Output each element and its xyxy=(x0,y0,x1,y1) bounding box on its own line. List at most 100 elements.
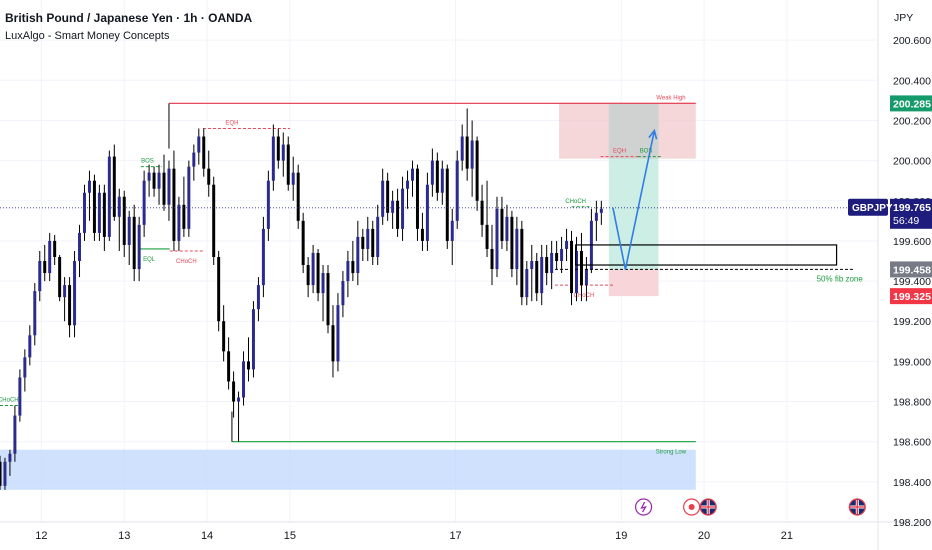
candle-bullish[interactable] xyxy=(192,152,196,167)
candle-bullish[interactable] xyxy=(575,250,578,294)
candle-bullish[interactable] xyxy=(450,220,454,241)
candle-bearish[interactable] xyxy=(102,192,106,237)
candle-bearish[interactable] xyxy=(227,351,231,382)
candle-bearish[interactable] xyxy=(296,172,300,221)
candle-bearish[interactable] xyxy=(182,204,186,229)
candle-bearish[interactable] xyxy=(162,172,166,205)
candle-bullish[interactable] xyxy=(23,357,27,378)
candle-bullish[interactable] xyxy=(584,269,588,286)
candle-bullish[interactable] xyxy=(237,397,241,402)
candle-bullish[interactable] xyxy=(411,168,414,181)
candle-bullish[interactable] xyxy=(525,269,529,298)
lightning-icon[interactable] xyxy=(634,498,653,516)
candle-bullish[interactable] xyxy=(311,252,315,286)
candle-bearish[interactable] xyxy=(58,256,62,298)
candle-bullish[interactable] xyxy=(197,136,201,153)
candle-bullish[interactable] xyxy=(440,168,444,193)
candle-bullish[interactable] xyxy=(401,188,405,229)
candle-bearish[interactable] xyxy=(480,200,484,225)
candle-bullish[interactable] xyxy=(33,291,37,336)
candle-bearish[interactable] xyxy=(326,273,330,326)
candle-bullish[interactable] xyxy=(78,232,82,261)
candle-bullish[interactable] xyxy=(28,335,32,358)
candle-bullish[interactable] xyxy=(8,453,12,462)
candle-bearish[interactable] xyxy=(132,216,136,270)
candle-bearish[interactable] xyxy=(579,250,583,286)
candle-bearish[interactable] xyxy=(92,180,96,233)
candle-bullish[interactable] xyxy=(48,240,52,274)
candle-bullish[interactable] xyxy=(460,136,464,161)
candle-bullish[interactable] xyxy=(177,204,181,241)
candle-bearish[interactable] xyxy=(465,136,469,169)
candle-bearish[interactable] xyxy=(212,184,216,257)
uk-flag-icon[interactable] xyxy=(699,498,717,516)
candle-bullish[interactable] xyxy=(515,228,519,270)
candle-bearish[interactable] xyxy=(490,248,494,270)
candle-bullish[interactable] xyxy=(356,236,360,274)
candle-bearish[interactable] xyxy=(331,325,335,362)
candle-bullish[interactable] xyxy=(271,136,275,181)
candle-bullish[interactable] xyxy=(242,361,246,398)
candle-bearish[interactable] xyxy=(112,156,116,217)
candle-bullish[interactable] xyxy=(107,156,111,237)
candle-bearish[interactable] xyxy=(122,196,126,245)
candle-bearish[interactable] xyxy=(386,180,390,213)
candle-bullish[interactable] xyxy=(87,180,91,193)
candle-bearish[interactable] xyxy=(555,252,559,261)
candle-bullish[interactable] xyxy=(82,192,86,233)
candle-bearish[interactable] xyxy=(435,160,439,193)
candle-bullish[interactable] xyxy=(430,160,434,185)
candle-bullish[interactable] xyxy=(137,224,141,270)
candle-bullish[interactable] xyxy=(256,285,260,310)
candle-bullish[interactable] xyxy=(594,212,598,221)
candle-bearish[interactable] xyxy=(0,461,2,486)
candle-bearish[interactable] xyxy=(232,381,236,402)
candle-bearish[interactable] xyxy=(371,228,375,257)
candle-bullish[interactable] xyxy=(147,172,151,181)
candle-bullish[interactable] xyxy=(187,166,191,229)
candle-bullish[interactable] xyxy=(560,248,564,261)
candle-bullish[interactable] xyxy=(376,216,380,257)
candle-bullish[interactable] xyxy=(470,140,474,169)
candle-bullish[interactable] xyxy=(391,200,395,213)
candle-bullish[interactable] xyxy=(341,281,345,306)
candle-bearish[interactable] xyxy=(510,216,514,270)
candle-bullish[interactable] xyxy=(321,273,325,294)
candle-bearish[interactable] xyxy=(68,285,72,326)
candle-bearish[interactable] xyxy=(222,321,226,352)
candle-bearish[interactable] xyxy=(316,252,320,294)
candle-bullish[interactable] xyxy=(540,256,544,294)
candle-bearish[interactable] xyxy=(276,136,280,161)
candle-bullish[interactable] xyxy=(117,196,121,217)
candle-bearish[interactable] xyxy=(545,256,549,274)
candle-bearish[interactable] xyxy=(396,200,400,229)
candle-bearish[interactable] xyxy=(286,144,290,185)
candle-bearish[interactable] xyxy=(475,140,479,201)
uk-flag-icon[interactable] xyxy=(848,498,866,516)
candle-bullish[interactable] xyxy=(38,261,42,292)
candle-bullish[interactable] xyxy=(142,180,146,225)
candle-bearish[interactable] xyxy=(306,265,310,286)
candle-bearish[interactable] xyxy=(361,236,365,249)
candle-bullish[interactable] xyxy=(63,285,67,298)
candle-bullish[interactable] xyxy=(455,160,459,221)
candle-bullish[interactable] xyxy=(505,216,509,241)
candle-bullish[interactable] xyxy=(157,172,161,189)
candle-bullish[interactable] xyxy=(336,305,340,362)
candle-bearish[interactable] xyxy=(246,361,250,370)
candle-bullish[interactable] xyxy=(425,184,429,241)
candle-bearish[interactable] xyxy=(445,168,449,241)
candle-bullish[interactable] xyxy=(167,168,171,205)
candle-bullish[interactable] xyxy=(406,180,410,189)
record-icon[interactable] xyxy=(683,498,701,516)
candle-bearish[interactable] xyxy=(43,261,47,274)
candle-bullish[interactable] xyxy=(495,208,499,270)
candle-bearish[interactable] xyxy=(420,228,424,241)
candles-layer[interactable] xyxy=(0,108,603,490)
candle-bearish[interactable] xyxy=(570,240,574,294)
candle-bearish[interactable] xyxy=(172,168,176,241)
candle-bearish[interactable] xyxy=(207,168,211,185)
candle-bullish[interactable] xyxy=(291,172,295,185)
